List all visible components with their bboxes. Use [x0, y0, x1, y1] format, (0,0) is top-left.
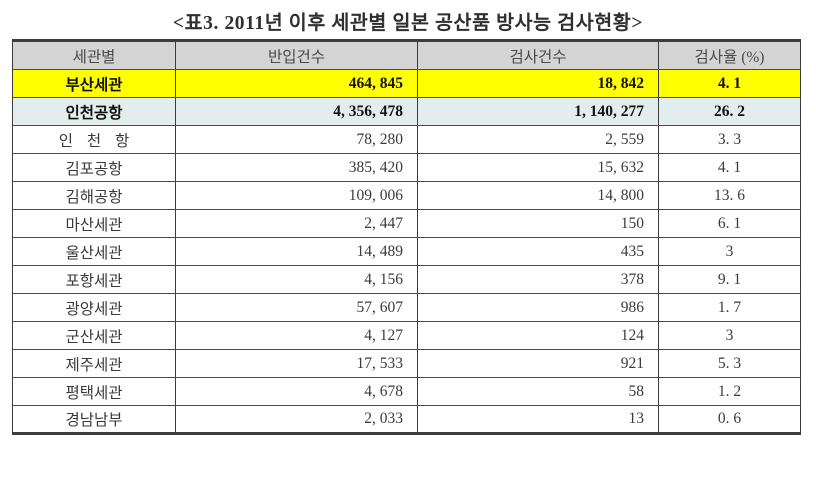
cell-inspection-count: 921: [417, 349, 659, 378]
column-header-office: 세관별: [12, 39, 176, 70]
cell-office: 포항세관: [12, 265, 176, 294]
cell-office: 평택세관: [12, 377, 176, 406]
table-row: 경남남부 2, 033 13 0. 6: [12, 405, 801, 435]
table-row: 인 천 항 78, 280 2, 559 3. 3: [12, 125, 801, 154]
table-row: 김포공항 385, 420 15, 632 4. 1: [12, 153, 801, 182]
table-row: 마산세관 2, 447 150 6. 1: [12, 209, 801, 238]
table-row: 인천공항 4, 356, 478 1, 140, 277 26. 2: [12, 97, 801, 126]
cell-import-count: 4, 678: [175, 377, 418, 406]
cell-inspection-count: 124: [417, 321, 659, 350]
cell-import-count: 4, 356, 478: [175, 97, 418, 126]
cell-office: 제주세관: [12, 349, 176, 378]
cell-import-count: 4, 156: [175, 265, 418, 294]
cell-inspection-rate: 5. 3: [658, 349, 801, 378]
cell-import-count: 17, 533: [175, 349, 418, 378]
cell-inspection-rate: 0. 6: [658, 405, 801, 435]
column-header-import: 반입건수: [175, 39, 418, 70]
cell-inspection-count: 14, 800: [417, 181, 659, 210]
cell-inspection-count: 58: [417, 377, 659, 406]
cell-office: 김해공항: [12, 181, 176, 210]
cell-import-count: 57, 607: [175, 293, 418, 322]
table-row: 울산세관 14, 489 435 3: [12, 237, 801, 266]
cell-office: 군산세관: [12, 321, 176, 350]
cell-inspection-rate: 6. 1: [658, 209, 801, 238]
customs-inspection-table: 세관별 반입건수 검사건수 검사율 (%) 부산세관 464, 845 18, 84…: [12, 39, 801, 435]
cell-import-count: 78, 280: [175, 125, 418, 154]
table-row: 포항세관 4, 156 378 9. 1: [12, 265, 801, 294]
table-row: 평택세관 4, 678 58 1. 2: [12, 377, 801, 406]
cell-inspection-count: 1, 140, 277: [417, 97, 659, 126]
cell-inspection-count: 378: [417, 265, 659, 294]
cell-import-count: 109, 006: [175, 181, 418, 210]
column-header-rate: 검사율 (%): [658, 39, 801, 70]
cell-import-count: 4, 127: [175, 321, 418, 350]
cell-inspection-rate: 26. 2: [658, 97, 801, 126]
cell-office: 부산세관: [12, 69, 176, 98]
table-body: 부산세관 464, 845 18, 842 4. 1 인천공항 4, 356, 478 1,…: [12, 69, 801, 435]
cell-office: 인 천 항: [12, 125, 176, 154]
cell-import-count: 464, 845: [175, 69, 418, 98]
cell-inspection-count: 986: [417, 293, 659, 322]
cell-inspection-rate: 1. 7: [658, 293, 801, 322]
cell-office: 마산세관: [12, 209, 176, 238]
table-row: 군산세관 4, 127 124 3: [12, 321, 801, 350]
table-header: 세관별 반입건수 검사건수 검사율 (%): [12, 39, 801, 70]
cell-inspection-count: 435: [417, 237, 659, 266]
cell-office: 울산세관: [12, 237, 176, 266]
table-header-row: 세관별 반입건수 검사건수 검사율 (%): [12, 39, 801, 70]
column-header-inspect: 검사건수: [417, 39, 659, 70]
table-row: 김해공항 109, 006 14, 800 13. 6: [12, 181, 801, 210]
table-row: 광양세관 57, 607 986 1. 7: [12, 293, 801, 322]
cell-office: 인천공항: [12, 97, 176, 126]
cell-office: 광양세관: [12, 293, 176, 322]
cell-inspection-rate: 4. 1: [658, 153, 801, 182]
cell-inspection-rate: 1. 2: [658, 377, 801, 406]
cell-inspection-rate: 3: [658, 237, 801, 266]
cell-import-count: 385, 420: [175, 153, 418, 182]
cell-inspection-rate: 3. 3: [658, 125, 801, 154]
cell-import-count: 2, 447: [175, 209, 418, 238]
cell-inspection-count: 150: [417, 209, 659, 238]
cell-inspection-count: 2, 559: [417, 125, 659, 154]
cell-inspection-rate: 4. 1: [658, 69, 801, 98]
cell-import-count: 14, 489: [175, 237, 418, 266]
cell-office: 김포공항: [12, 153, 176, 182]
page-title: <표3. 2011년 이후 세관별 일본 공산품 방사능 검사현황>: [172, 13, 644, 34]
cell-inspection-rate: 9. 1: [658, 265, 801, 294]
cell-inspection-count: 13: [417, 405, 659, 435]
cell-inspection-rate: 3: [658, 321, 801, 350]
cell-office: 경남남부: [12, 405, 176, 435]
cell-import-count: 2, 033: [175, 405, 418, 435]
table-row: 제주세관 17, 533 921 5. 3: [12, 349, 801, 378]
table-row: 부산세관 464, 845 18, 842 4. 1: [12, 69, 801, 98]
table-container: 세관별 반입건수 검사건수 검사율 (%) 부산세관 464, 845 18, 84…: [12, 39, 801, 435]
cell-inspection-count: 15, 632: [417, 153, 659, 182]
cell-inspection-rate: 13. 6: [658, 181, 801, 210]
cell-inspection-count: 18, 842: [417, 69, 659, 98]
